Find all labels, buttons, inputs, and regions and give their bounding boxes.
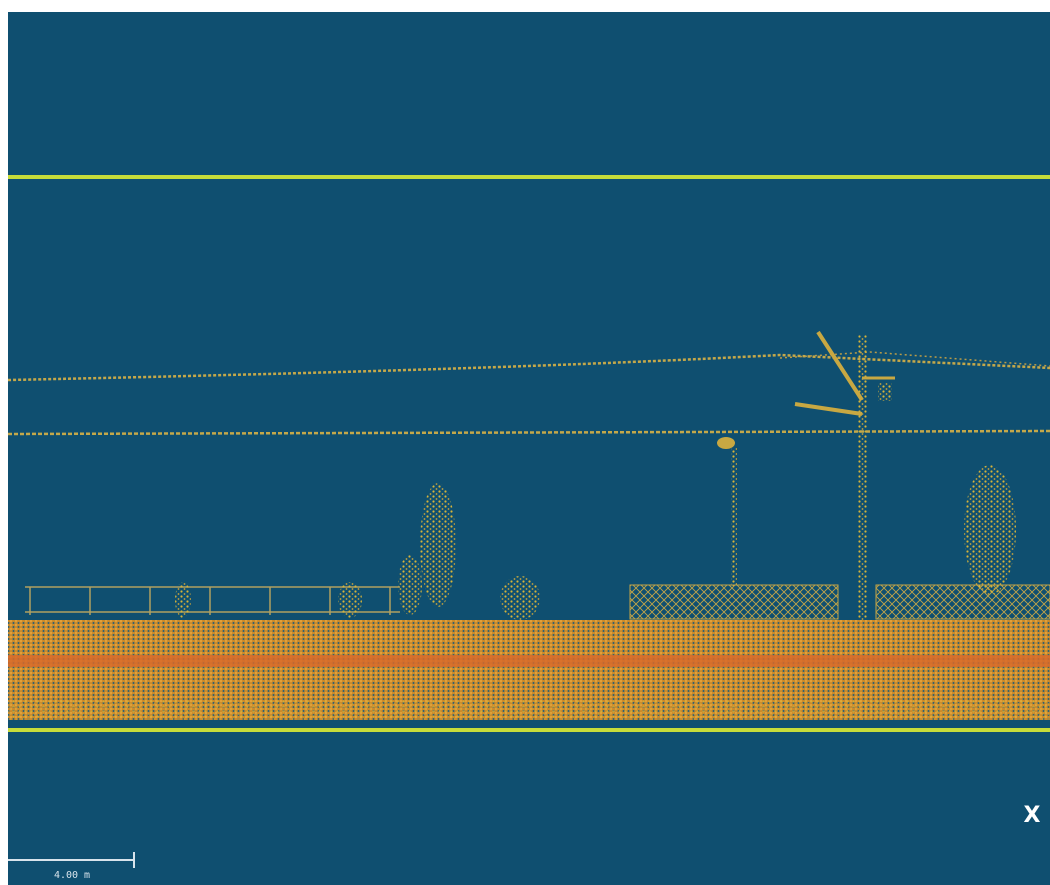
axis-label: X — [1024, 803, 1041, 828]
wire — [7, 353, 1050, 382]
ground-points — [8, 700, 1050, 720]
scale-label: 4.00 m — [54, 870, 90, 881]
catenary-pole — [794, 330, 895, 620]
mesh-fence — [629, 584, 839, 620]
fence — [25, 586, 400, 615]
lamp-post — [717, 437, 737, 586]
scale-bar: 4.00 m — [8, 852, 135, 881]
mesh-fence — [875, 584, 1050, 620]
vegetation — [175, 465, 1016, 620]
rail-points — [8, 655, 1050, 667]
wire — [779, 351, 1050, 367]
viewport[interactable] — [8, 12, 1050, 885]
